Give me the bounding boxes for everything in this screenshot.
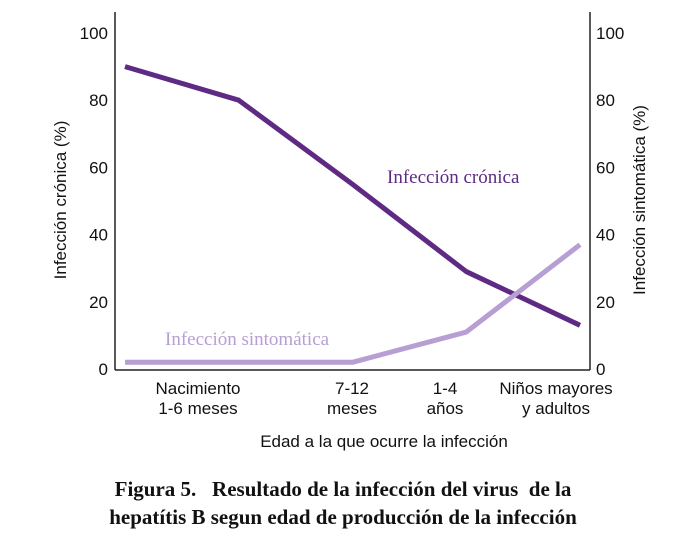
right-y-tick-label: 20 <box>596 293 615 312</box>
right-y-tick-label: 100 <box>596 24 624 43</box>
left-y-tick-label: 20 <box>89 293 108 312</box>
series-label-chronic: Infección crónica <box>387 167 520 188</box>
left-y-tick-label: 80 <box>89 91 108 110</box>
figure-caption-line-1: Figura 5. Resultado de la infección del … <box>114 477 572 501</box>
left-y-tick-label: 40 <box>89 226 108 245</box>
series-line-symptomatic <box>125 242 582 365</box>
right-y-tick-label: 60 <box>596 158 615 177</box>
x-axis-title: Edad a la que ocurre la infección <box>260 432 508 451</box>
left-y-tick-label: 100 <box>80 24 108 43</box>
right-y-axis-title: Infección sintomática (%) <box>630 105 649 295</box>
x-category-label: Nacimiento 1-6 meses <box>155 379 240 418</box>
right-y-tick-label: 40 <box>596 226 615 245</box>
left-y-axis-title: Infección crónica (%) <box>51 121 70 280</box>
left-y-tick-label: 0 <box>99 360 108 379</box>
right-y-tick-label: 0 <box>596 360 605 379</box>
x-category-label: Niños mayores y adultos <box>499 379 612 418</box>
figure-caption-line-2: hepatítis B segun edad de producción de … <box>109 505 577 529</box>
right-y-tick-label: 80 <box>596 91 615 110</box>
left-y-tick-label: 60 <box>89 158 108 177</box>
line-chart: 0 0 20 20 40 40 60 60 80 80 100 100 Infección cróni… <box>51 12 649 451</box>
x-category-label: 1-4 años <box>427 379 464 418</box>
series-line-chronic <box>124 64 582 328</box>
x-category-label: 7-12 meses <box>327 379 377 418</box>
series-label-symptomatic: Infección sintomática <box>165 329 330 350</box>
